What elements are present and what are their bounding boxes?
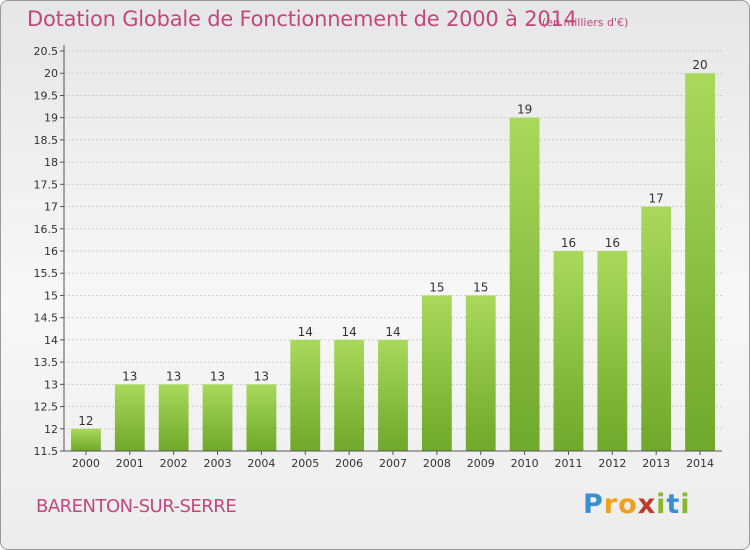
data-label: 16 [561, 236, 576, 250]
x-tick-label: 2008 [423, 457, 451, 470]
y-tick-label: 14 [44, 334, 58, 347]
data-label: 14 [298, 325, 313, 339]
chart-title: Dotation Globale de Fonctionnement de 20… [27, 7, 577, 31]
data-label: 19 [517, 103, 532, 117]
logo-letter: P [583, 489, 604, 520]
data-label: 12 [78, 414, 93, 428]
bar [71, 428, 101, 451]
data-label: 16 [605, 236, 620, 250]
commune-name: BARENTON-SUR-SERRE [36, 496, 237, 517]
bar [421, 295, 452, 451]
x-tick-label: 2000 [72, 457, 100, 470]
axes [60, 45, 722, 455]
data-label: 13 [254, 369, 269, 383]
x-tick-label: 2001 [116, 457, 144, 470]
y-tick-label: 12.5 [34, 401, 59, 414]
x-tick-label: 2013 [642, 457, 670, 470]
x-tick-label: 2005 [291, 457, 319, 470]
data-label: 20 [692, 58, 707, 72]
y-tick-label: 18 [44, 156, 58, 169]
data-label: 13 [210, 369, 225, 383]
x-tick-label: 2007 [379, 457, 407, 470]
y-tick-label: 13.5 [34, 356, 59, 369]
bar [246, 384, 277, 451]
logo-letter: i [656, 489, 667, 520]
data-label: 15 [429, 280, 444, 294]
logo-letter: t [666, 489, 681, 520]
x-tick-label: 2006 [335, 457, 363, 470]
bar [334, 339, 365, 451]
y-tick-label: 13 [44, 378, 58, 391]
data-label: 13 [166, 369, 181, 383]
bar [641, 206, 672, 451]
y-tick-label: 16 [44, 245, 58, 258]
y-tick-label: 15 [44, 289, 58, 302]
y-tick-label: 18.5 [34, 134, 59, 147]
bar [465, 295, 496, 451]
y-tick-label: 14.5 [34, 312, 59, 325]
unit-note: (en milliers d'€) [542, 16, 629, 29]
y-tick-label: 20 [44, 67, 58, 80]
x-tick-label: 2004 [247, 457, 275, 470]
x-tick-label: 2003 [204, 457, 232, 470]
bar [553, 251, 584, 451]
y-tick-label: 12 [44, 423, 58, 436]
data-label: 14 [341, 325, 356, 339]
x-tick-label: 2009 [467, 457, 495, 470]
bar [114, 384, 145, 451]
x-tick-label: 2011 [554, 457, 582, 470]
bar [597, 251, 628, 451]
bar [685, 73, 715, 451]
x-tick-label: 2014 [686, 457, 714, 470]
logo-letter: o [618, 489, 638, 520]
bar [290, 339, 321, 451]
logo-letter: r [603, 489, 619, 520]
tick-labels: 11.5 12 12.5 13 13.5 14 14.5 15 15.5 16 16.5 17 17.5… [34, 45, 715, 470]
y-tick-label: 16.5 [34, 223, 59, 236]
y-tick-label: 17 [44, 201, 58, 214]
y-tick-label: 11.5 [34, 445, 59, 458]
bars [71, 73, 715, 452]
data-label: 15 [473, 280, 488, 294]
x-tick-label: 2012 [598, 457, 626, 470]
y-tick-label: 19 [44, 112, 58, 125]
logo-letter: i [680, 489, 691, 520]
proxiti-logo: Proxiti [583, 489, 691, 520]
x-tick-label: 2002 [160, 457, 188, 470]
bar [378, 339, 408, 451]
bar [509, 117, 540, 452]
data-label: 14 [385, 325, 400, 339]
y-tick-label: 20.5 [34, 45, 59, 58]
x-tick-label: 2010 [511, 457, 539, 470]
y-tick-label: 19.5 [34, 89, 59, 102]
data-label: 13 [122, 369, 137, 383]
y-tick-label: 17.5 [34, 178, 59, 191]
logo-letter: x [637, 489, 657, 520]
data-label: 17 [649, 192, 664, 206]
bar [202, 384, 233, 451]
y-tick-label: 15.5 [34, 267, 59, 280]
bar [158, 384, 189, 451]
